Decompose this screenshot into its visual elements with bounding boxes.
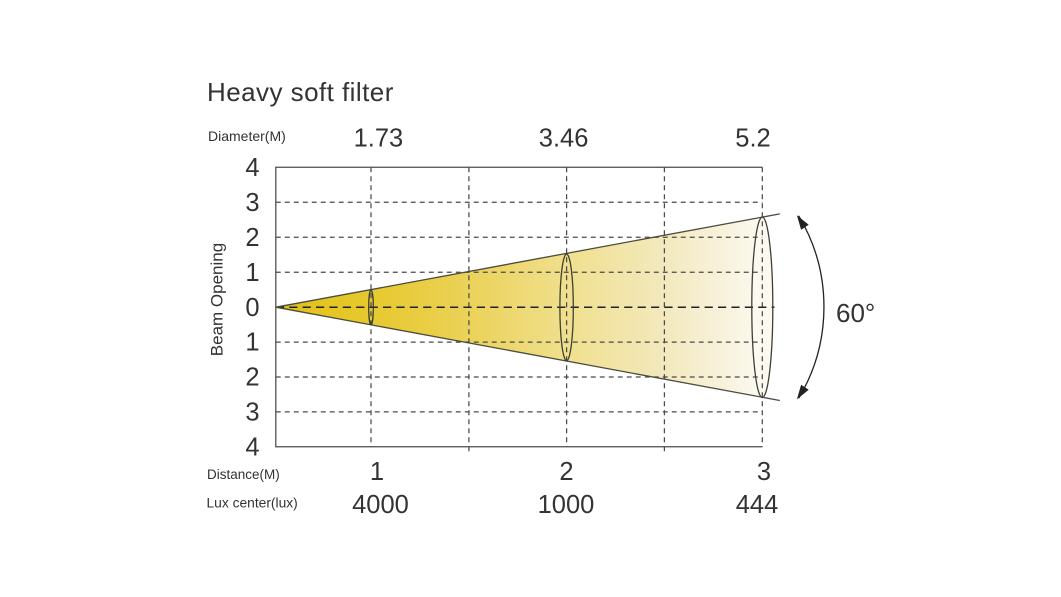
svg-text:3: 3 (245, 189, 259, 217)
svg-text:Diameter(M): Diameter(M) (208, 128, 286, 144)
svg-text:1: 1 (370, 458, 384, 486)
svg-text:4: 4 (245, 154, 259, 182)
svg-text:Beam Opening: Beam Opening (208, 243, 227, 356)
svg-text:444: 444 (736, 491, 779, 519)
svg-text:3: 3 (245, 399, 259, 427)
svg-text:4: 4 (245, 434, 259, 462)
svg-text:2: 2 (245, 224, 259, 252)
svg-text:3: 3 (757, 458, 771, 486)
svg-text:5.2: 5.2 (735, 125, 770, 153)
svg-text:1: 1 (245, 259, 259, 287)
svg-text:1.73: 1.73 (354, 125, 404, 153)
svg-text:2: 2 (559, 458, 573, 486)
svg-text:Lux center(lux): Lux center(lux) (207, 496, 298, 511)
svg-text:Distance(M): Distance(M) (207, 467, 280, 482)
svg-text:1: 1 (245, 329, 259, 357)
svg-text:2: 2 (245, 364, 259, 392)
svg-text:Heavy soft filter: Heavy soft filter (207, 77, 394, 107)
svg-text:60°: 60° (836, 298, 875, 328)
svg-text:4000: 4000 (352, 491, 409, 519)
svg-text:0: 0 (245, 294, 259, 322)
svg-text:3.46: 3.46 (539, 125, 589, 153)
svg-text:1000: 1000 (538, 491, 595, 519)
